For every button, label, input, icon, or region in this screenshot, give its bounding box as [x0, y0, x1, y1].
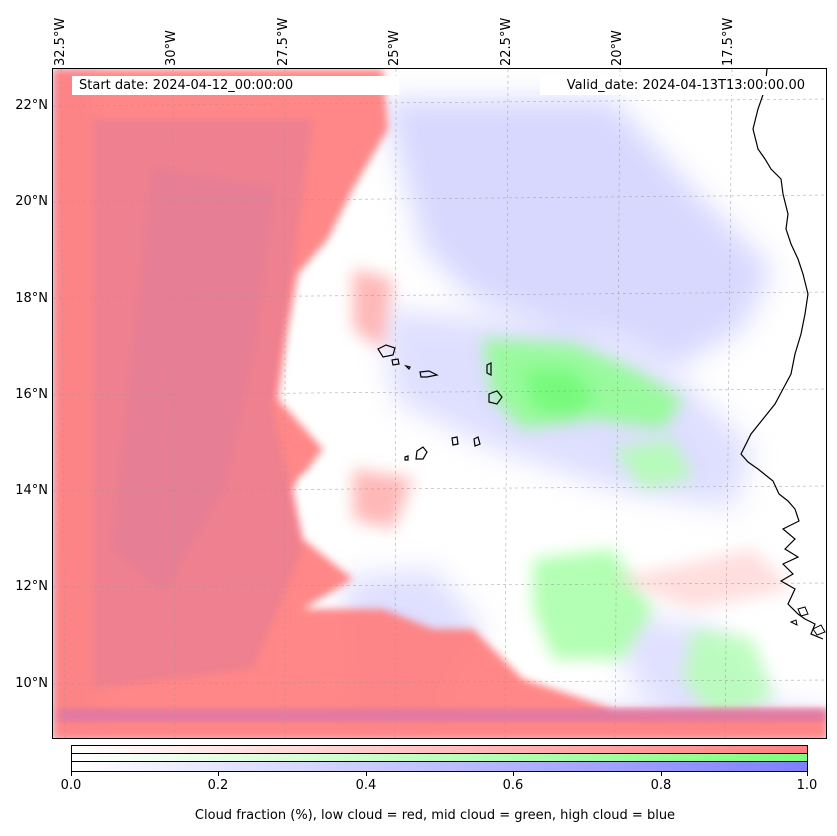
lon-label-20W: 20°W [610, 30, 625, 66]
lat-label-18N: 18°N [15, 291, 48, 306]
colorbar-tick-label: 0.6 [502, 778, 524, 793]
colorbar-tick-label: 0.2 [207, 778, 229, 793]
lon-label-25W: 25°W [387, 30, 402, 66]
bissagos-islands [789, 606, 826, 636]
gridlines [53, 69, 826, 738]
start-date-label: Start date: 2024-04-12_00:00:00 [72, 76, 399, 95]
colorbar-tick-label: 0.8 [650, 778, 672, 793]
lat-label-20N: 20°N [15, 194, 48, 209]
lat-label-14N: 14°N [15, 483, 48, 498]
africa-coastline [740, 69, 824, 640]
colorbar-tickmark [661, 772, 662, 776]
valid-date-label: Valid_date: 2024-04-13T13:00:00.00 [540, 76, 811, 95]
colorbar-tickmark [513, 772, 514, 776]
map-canvas [53, 69, 826, 738]
cloud-fraction-map[interactable] [52, 68, 827, 739]
cape-verde-islands [377, 344, 503, 461]
lat-label-22N: 22°N [15, 98, 48, 113]
colorbar-tickmark [366, 772, 367, 776]
lon-label-22.5W: 22.5°W [499, 17, 514, 66]
colorbar-mid-cloud [72, 754, 807, 762]
colorbar-caption: Cloud fraction (%), low cloud = red, mid… [194, 808, 676, 823]
colorbar [71, 745, 808, 772]
colorbar-tick-label: 0.4 [355, 778, 377, 793]
colorbar-tickmark [218, 772, 219, 776]
lon-label-17.5W: 17.5°W [721, 17, 736, 66]
colorbar-tick-label: 0.0 [60, 778, 82, 793]
low-cloud-layer [53, 69, 826, 738]
lon-label-30W: 30°W [164, 30, 179, 66]
colorbar-tickmark [807, 772, 808, 776]
lat-label-12N: 12°N [15, 579, 48, 594]
colorbar-high-cloud [72, 762, 807, 771]
lat-label-10N: 10°N [15, 676, 48, 691]
mid-cloud-layer [483, 339, 773, 719]
colorbar-low-cloud [72, 746, 807, 754]
lon-label-27.5W: 27.5°W [276, 17, 291, 66]
colorbar-tickmark [71, 772, 72, 776]
colorbar-tick-label: 1.0 [796, 778, 818, 793]
lon-label-32.5W: 32.5°W [53, 17, 68, 66]
lat-label-16N: 16°N [15, 387, 48, 402]
